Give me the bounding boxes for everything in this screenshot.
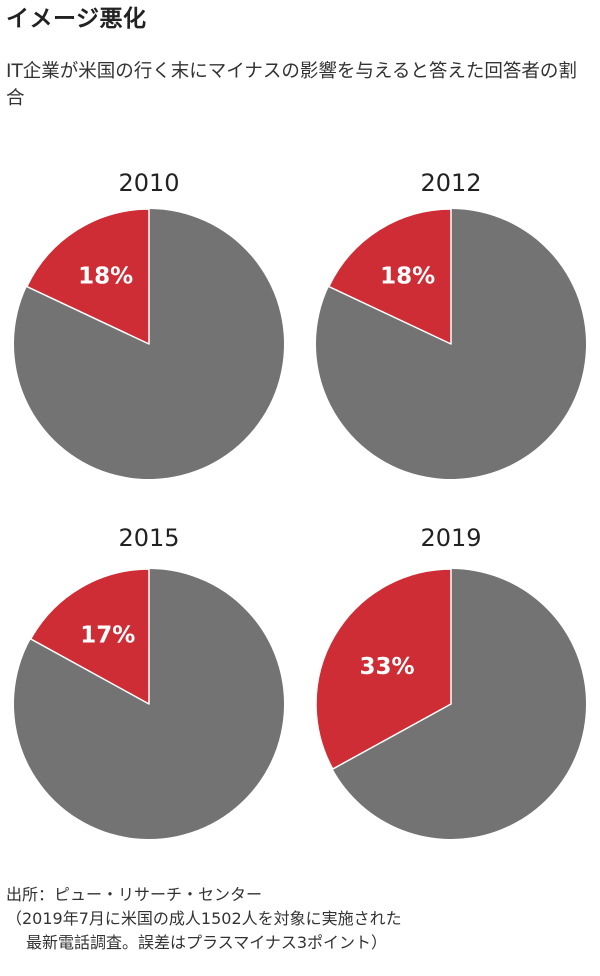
page-subtitle: IT企業が米国の行く末にマイナスの影響を与えると答えた回答者の割合 [6, 61, 577, 109]
pie-chart-2019: 2019 33% [315, 524, 586, 839]
data-label-2012: 18% [380, 264, 435, 290]
pie-slice-highlight [315, 568, 452, 770]
source-line-1: 出所：ピュー・リサーチ・センター [6, 885, 263, 904]
pie-chart-2015: 2015 17% [14, 524, 285, 839]
chart-title-2015: 2015 [118, 524, 179, 552]
pie-chart-2010: 2010 18% [13, 169, 284, 480]
data-label-2019: 33% [360, 654, 415, 680]
page-title: イメージ悪化 [6, 6, 147, 32]
source-line-3: 最新電話調査。誤差はプラスマイナス3ポイント） [26, 933, 388, 952]
data-label-2015: 17% [80, 622, 135, 648]
pie-chart-2012: 2012 18% [316, 169, 587, 479]
chart-title-2012: 2012 [420, 169, 481, 197]
chart-title-2019: 2019 [420, 524, 481, 552]
chart-title-2010: 2010 [118, 169, 179, 197]
pie-slice-rest [332, 569, 586, 839]
pie-slice-highlight [26, 208, 150, 345]
pie-slice-highlight [328, 208, 452, 345]
pie-slice-highlight [29, 568, 150, 705]
source-line-2: （2019年7月に米国の成人1502人を対象に実施された [6, 909, 402, 928]
data-label-2010: 18% [78, 264, 133, 290]
source-note: 出所：ピュー・リサーチ・センター （2019年7月に米国の成人1502人を対象に… [6, 883, 402, 955]
